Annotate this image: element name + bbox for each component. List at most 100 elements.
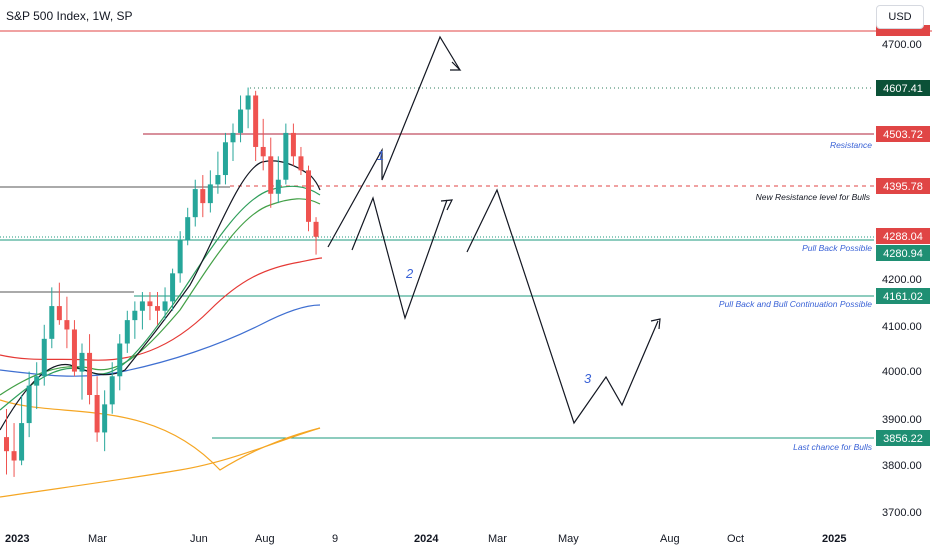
sma-blue (0, 304, 321, 377)
candle-body (11, 451, 17, 461)
candle-body (87, 352, 93, 395)
y-tick-4000: 4000.00 (882, 366, 922, 378)
price-label-4503-text: 4503.72 (883, 129, 923, 141)
x-tick-2023: 2023 (5, 533, 29, 545)
candle-body (215, 175, 221, 185)
candles-group (4, 87, 319, 477)
sma-green-fast (0, 185, 321, 411)
candle-body (170, 273, 176, 302)
candle-body (275, 179, 281, 194)
price-label-3856 (876, 430, 930, 446)
time-axis[interactable] (0, 528, 874, 550)
projection-path-up (327, 35, 461, 248)
candle-body (185, 217, 191, 241)
chart-title: S&P 500 Index, 1W, SP (6, 9, 133, 23)
price-label-4607 (876, 80, 930, 96)
annotation-last-chance: Last chance for Bulls (793, 442, 873, 452)
projection-arrow-down (650, 318, 661, 330)
y-tick-4700: 4700.00 (882, 39, 922, 51)
sma-black (0, 160, 321, 431)
candle-body (56, 306, 62, 321)
candle-body (306, 170, 311, 222)
projection-path-down (466, 188, 659, 425)
candle-body (124, 320, 130, 344)
projection-arrow-up (450, 61, 462, 71)
x-tick-aug: Aug (255, 533, 275, 545)
candle-body (230, 132, 236, 143)
annotation-new-resistance: New Resistance level for Bulls (756, 192, 871, 202)
candle-body (253, 95, 259, 147)
y-tick-4200: 4200.00 (882, 274, 922, 286)
projection-path-pullback (351, 196, 448, 321)
price-label-4161 (876, 288, 930, 304)
x-tick-jun: Jun (190, 533, 208, 545)
candle-body (132, 310, 138, 321)
wave-label-1: 1 (377, 148, 384, 163)
candle-body (200, 189, 206, 204)
x-tick-mar: Mar (88, 533, 107, 545)
price-label-4280-text: 4280.94 (883, 248, 923, 260)
price-label-4395 (876, 178, 930, 194)
candle-body (4, 437, 9, 452)
price-label-4288-text: 4288.04 (883, 231, 923, 243)
x-tick-mar-2024: Mar (488, 533, 507, 545)
price-label-4503 (876, 126, 930, 142)
candle-body (177, 240, 183, 274)
annotation-pull-back: Pull Back Possible (802, 243, 872, 253)
candle-body (147, 301, 153, 307)
candle-body (102, 404, 108, 433)
candle-body (298, 156, 304, 171)
x-tick-9: 9 (332, 533, 338, 545)
price-label-top-partial (876, 25, 930, 36)
x-tick-2025: 2025 (822, 533, 846, 545)
annotation-resistance: Resistance (830, 140, 872, 150)
x-tick-oct: Oct (727, 533, 744, 545)
x-tick-aug-2024: Aug (660, 533, 680, 545)
candle-body (222, 142, 228, 176)
candle-body (19, 423, 25, 461)
candle-body (41, 338, 47, 377)
candle-body (268, 156, 274, 194)
candle-body (49, 306, 55, 339)
price-label-4288 (876, 228, 930, 244)
candle-body (313, 221, 319, 237)
candle-body (117, 343, 123, 377)
candle-body (290, 132, 296, 157)
y-tick-4100: 4100.00 (882, 321, 922, 333)
y-tick-3700: 3700.00 (882, 507, 922, 519)
price-axis[interactable] (874, 0, 932, 530)
candle-body (79, 352, 85, 372)
candle-body (94, 395, 100, 433)
currency-button[interactable]: USD (876, 5, 924, 29)
price-label-4395-text: 4395.78 (883, 181, 923, 193)
projection-arrow-pullback (440, 199, 454, 211)
wave-label-3: 3 (584, 371, 592, 386)
y-tick-3900: 3900.00 (882, 414, 922, 426)
candle-body (26, 385, 32, 424)
x-tick-may: May (558, 533, 579, 545)
candle-body (245, 95, 251, 110)
candle-body (260, 146, 266, 157)
price-label-4161-text: 4161.02 (883, 291, 923, 303)
candle-body (283, 132, 289, 180)
candle-body (109, 376, 115, 405)
y-tick-3800: 3800.00 (882, 460, 922, 472)
price-label-4607-text: 4607.41 (883, 83, 923, 95)
sma-red (0, 257, 323, 361)
candle-body (155, 306, 160, 311)
x-tick-2024: 2024 (414, 533, 439, 545)
sma-green-slow (0, 198, 321, 396)
price-label-3856-text: 3856.22 (883, 433, 923, 445)
sma-orange-long (0, 427, 321, 498)
candle-body (238, 109, 244, 133)
candle-body (34, 376, 40, 386)
wave-label-2: 2 (405, 266, 414, 281)
price-label-4280 (876, 245, 930, 261)
sma-orange (0, 399, 321, 471)
candle-body (162, 301, 168, 311)
candle-body (71, 329, 77, 372)
candle-body (64, 320, 70, 330)
annotation-continuation: Pull Back and Bull Continuation Possible (719, 299, 872, 309)
candle-body (192, 189, 198, 218)
